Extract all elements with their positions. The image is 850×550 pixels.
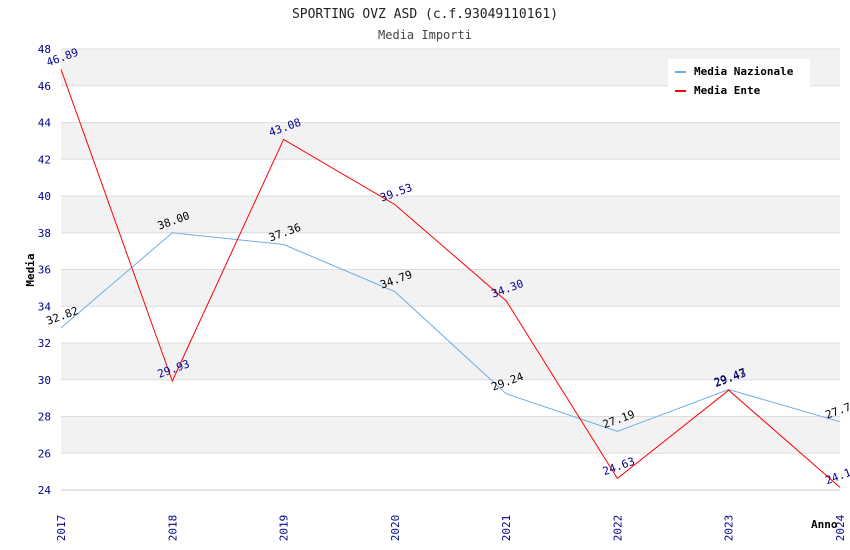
- x-tick-label: 2022: [611, 515, 624, 542]
- x-tick-label: 2024: [834, 514, 847, 541]
- y-tick-label: 40: [38, 190, 51, 203]
- y-tick-label: 32: [38, 337, 51, 350]
- grid-band: [61, 306, 840, 343]
- grid-band: [61, 122, 840, 160]
- x-tick-label: 2018: [166, 515, 179, 542]
- x-tick-label: 2019: [278, 515, 291, 542]
- grid-band: [61, 343, 840, 380]
- y-tick-label: 30: [38, 374, 51, 387]
- grid-band: [61, 453, 840, 490]
- legend-box: [668, 59, 810, 101]
- x-tick-label: 2017: [55, 515, 68, 542]
- series-lines: [60, 69, 841, 488]
- x-axis-label: Anno: [811, 518, 838, 531]
- grid-band: [61, 159, 840, 196]
- series-line-media-ente: [60, 69, 841, 488]
- grid-bands: [61, 49, 840, 490]
- y-tick-label: 38: [38, 227, 51, 240]
- x-tick-label: 2021: [500, 515, 513, 542]
- y-tick-label: 42: [38, 153, 51, 166]
- legend: Media Nazionale Media Ente: [668, 59, 810, 101]
- y-tick-label: 46: [38, 80, 51, 93]
- x-tick-label: 2023: [723, 515, 736, 542]
- chart-subtitle: Media Importi: [378, 28, 472, 42]
- grid-band: [61, 269, 840, 307]
- grid-band: [61, 232, 840, 270]
- y-tick-label: 48: [38, 43, 51, 56]
- grid-band: [61, 416, 840, 454]
- y-axis-ticks: 24 26 28 30 32 34 36 38 40 42 44 46 48: [38, 43, 52, 497]
- y-tick-label: 24: [38, 484, 52, 497]
- y-tick-label: 26: [38, 447, 51, 460]
- y-tick-label: 36: [38, 264, 51, 277]
- legend-label-media-ente: Media Ente: [694, 84, 761, 97]
- legend-label-media-nazionale: Media Nazionale: [694, 65, 794, 78]
- x-axis-ticks: 2017 2018 2019 2020 2021 2022 2023 2024: [55, 514, 847, 541]
- grid-band: [61, 379, 840, 417]
- y-tick-label: 28: [38, 411, 51, 424]
- y-axis-label: Media: [24, 253, 37, 286]
- series-line-media-nazionale: [60, 232, 841, 432]
- y-tick-label: 34: [38, 300, 52, 313]
- x-tick-label: 2020: [389, 515, 402, 542]
- grid-band: [61, 196, 840, 233]
- grid-lines: [61, 48, 840, 491]
- y-tick-label: 44: [38, 117, 52, 130]
- chart-title: SPORTING OVZ ASD (c.f.93049110161): [292, 7, 558, 22]
